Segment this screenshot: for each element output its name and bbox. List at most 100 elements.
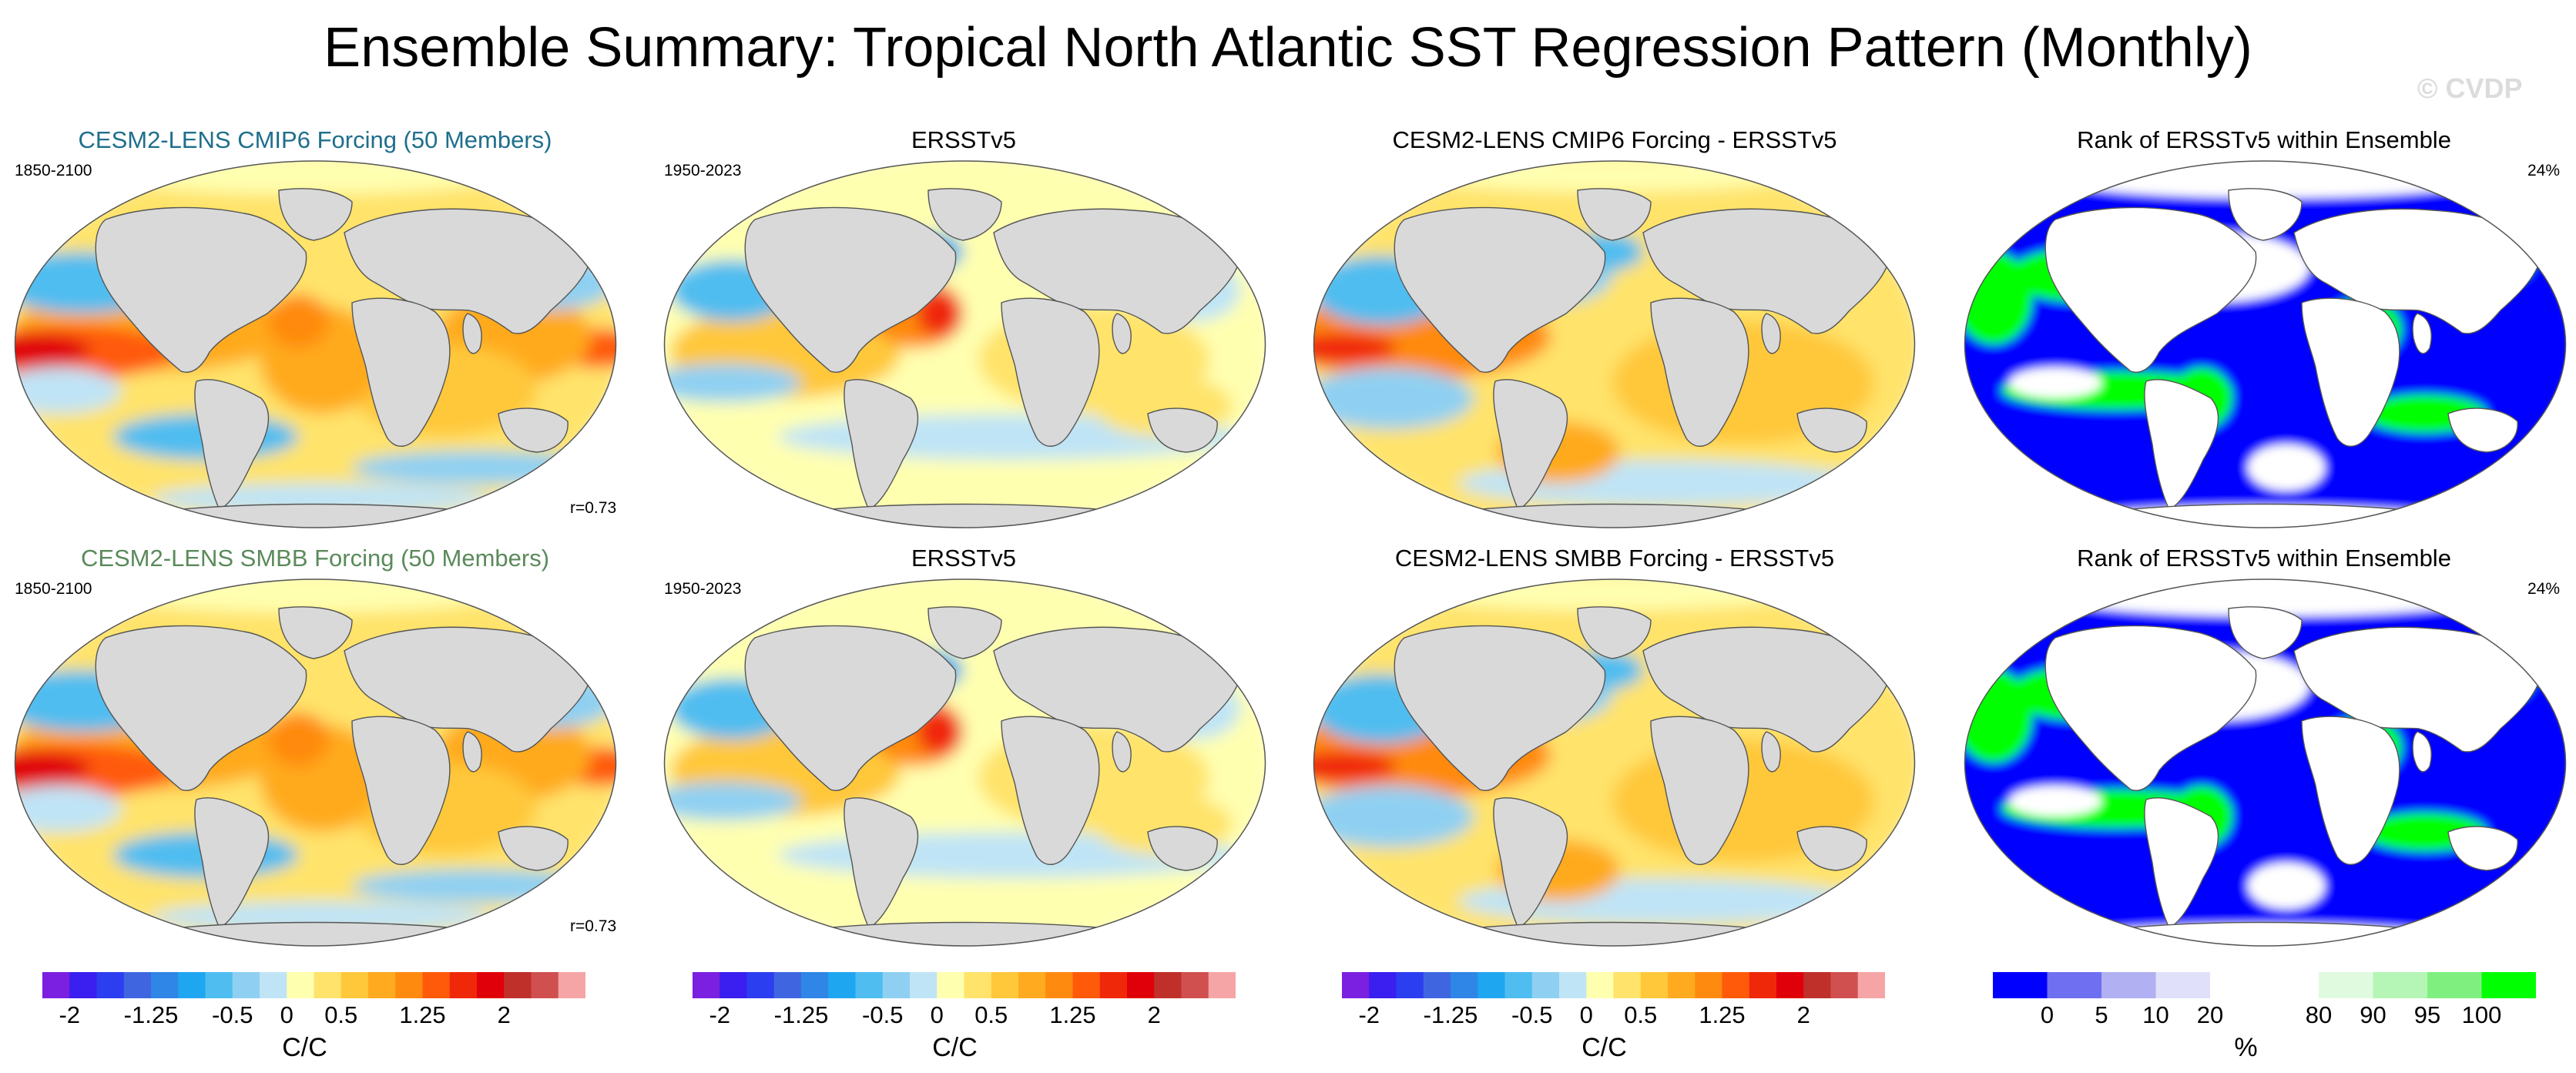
land-antarctica [2101, 921, 2430, 946]
panel-title: CESM2-LENS CMIP6 Forcing - ERSSTv5 [1392, 126, 1837, 153]
colorbar-unit-label: % [2234, 1033, 2258, 1062]
land-india [462, 313, 482, 354]
field-region [1313, 751, 1397, 782]
colorbar-swatch [2319, 972, 2373, 998]
field-region [1313, 333, 1397, 364]
colorbar-swatch [2481, 972, 2536, 998]
colorbar-swatch [178, 972, 206, 998]
field-region [267, 294, 329, 348]
map-border [663, 578, 1266, 947]
panel-title: Rank of ERSSTv5 within Ensemble [2077, 126, 2451, 153]
panel-title: CESM2-LENS SMBB Forcing (50 Members) [80, 545, 550, 572]
land-antarctica [151, 503, 480, 528]
colorbar-tick-label: 1.25 [1699, 1001, 1746, 1028]
cvdp-watermark: © CVDP [2417, 72, 2523, 104]
world-map [663, 160, 1266, 528]
colorbar-tick-label: 0.5 [974, 1001, 1008, 1028]
land-australia [498, 407, 569, 453]
colorbar-tick-label: -0.5 [862, 1001, 904, 1028]
colorbar-swatch [151, 972, 179, 998]
colorbar-swatch [1749, 972, 1777, 998]
land-south-america [2144, 797, 2219, 930]
colorbar-swatch [1423, 972, 1451, 998]
land-europe-asia [2293, 626, 2543, 753]
land-south-america [844, 379, 919, 511]
land-north-america [2044, 625, 2257, 791]
panel-title: ERSSTv5 [911, 126, 1017, 153]
land-north-america [1394, 625, 1606, 791]
colorbar-unit-label: C/C [1581, 1033, 1627, 1062]
colorbar-swatch [1531, 972, 1560, 998]
land-india [1112, 731, 1132, 773]
world-map [1964, 160, 2567, 528]
map-border [1313, 578, 1916, 947]
colorbar-swatch [422, 972, 451, 998]
colorbar-swatch [205, 972, 233, 998]
land-australia [2447, 407, 2518, 453]
field-region [664, 782, 801, 820]
colorbar-swatch [1342, 972, 1370, 998]
world-map [663, 578, 1266, 947]
land-europe-asia [993, 208, 1243, 334]
period-label: 1950-2023 [664, 162, 742, 179]
pattern-correlation-label: r=0.73 [570, 917, 617, 935]
colorbar-tick-label: 20 [2196, 1001, 2224, 1028]
field-region [2248, 444, 2325, 491]
world-map [1313, 578, 1916, 947]
land-north-america [95, 206, 307, 373]
colorbar [1993, 972, 2536, 998]
colorbar-tick-label: 0.5 [324, 1001, 358, 1028]
colorbar-swatch [855, 972, 884, 998]
land-greenland [927, 606, 1002, 659]
colorbar-swatch [1722, 972, 1750, 998]
land-australia [1147, 407, 1218, 453]
colorbar-swatch [1451, 972, 1478, 998]
land-north-america [1394, 206, 1606, 373]
land-india [462, 731, 482, 773]
colorbar-tick-label: -1.25 [1423, 1001, 1478, 1028]
colorbar-swatch [1478, 972, 1505, 998]
colorbar-tick-label: 1.25 [1049, 1001, 1096, 1028]
land-greenland [927, 188, 1002, 241]
colorbar-swatch [1776, 972, 1804, 998]
land-india [1761, 313, 1781, 354]
colorbar-swatch [719, 972, 747, 998]
colorbar-swatch [1045, 972, 1073, 998]
period-label: 1950-2023 [664, 580, 742, 598]
colorbar-swatch [1993, 972, 2048, 998]
field-region [2248, 863, 2325, 909]
colorbar-swatch [1857, 972, 1885, 998]
colorbar-swatch [340, 972, 369, 998]
colorbar-tick-label: 90 [2360, 1001, 2386, 1028]
colorbar-tick-label: -2 [1358, 1001, 1380, 1028]
colorbar-swatch [1559, 972, 1587, 998]
land-europe-asia [1642, 208, 1892, 334]
colorbar-swatch [232, 972, 260, 998]
colorbar-tick-label: -1.25 [773, 1001, 829, 1028]
colorbar-swatch [991, 972, 1019, 998]
colorbar-swatch [693, 972, 720, 998]
land-north-america [2044, 206, 2257, 373]
colorbar [1342, 972, 1885, 998]
field-region [352, 451, 599, 485]
colorbar-swatch [1018, 972, 1046, 998]
panel-title: Rank of ERSSTv5 within Ensemble [2077, 545, 2451, 572]
colorbar-tick-label: 0 [2040, 1001, 2054, 1028]
land-india [1112, 313, 1132, 354]
land-antarctica [151, 921, 480, 946]
colorbar-swatch [1668, 972, 1696, 998]
colorbar-swatch [123, 972, 152, 998]
land-africa [1001, 297, 1100, 447]
colorbar-tick-label: 0 [1579, 1001, 1593, 1028]
colorbar-tick-label: -0.5 [212, 1001, 253, 1028]
rank-percent-label: 24% [2527, 580, 2561, 598]
colorbar-tick-label: 0 [280, 1001, 293, 1028]
field-region [1313, 367, 1474, 429]
colorbar-swatch [1396, 972, 1424, 998]
land-australia [1796, 826, 1867, 871]
map-border [14, 578, 617, 947]
colorbar-swatch [260, 972, 287, 998]
colorbar-tick-label: 2 [1796, 1001, 1810, 1028]
colorbar-swatch [2373, 972, 2428, 998]
land-africa [1001, 716, 1100, 865]
